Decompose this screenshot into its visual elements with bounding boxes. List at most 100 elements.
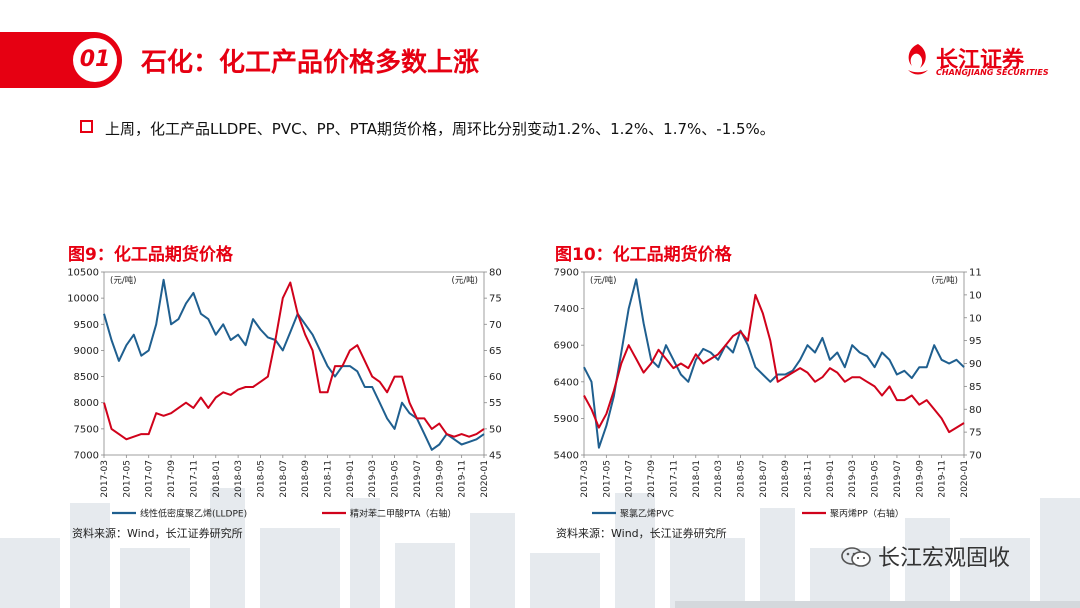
left-axis-tick-label: 6900 [554, 341, 579, 352]
legend-label-1: 聚氯乙烯PVC [620, 508, 674, 520]
x-axis-tick-label: 2018-11 [804, 460, 814, 498]
left-axis-tick-label: 7400 [554, 304, 579, 315]
left-axis-tick-label: 5400 [554, 451, 579, 462]
left-axis-unit: (元/吨) [590, 275, 617, 286]
legend-label-2: 聚丙烯PP（右轴） [830, 508, 904, 520]
figure-10-title: 图10：化工品期货价格 [555, 245, 732, 265]
series-line-1 [583, 278, 965, 449]
x-axis-tick-label: 2017-09 [167, 460, 177, 498]
x-axis-tick-label: 2019-11 [938, 460, 948, 498]
x-axis-tick-label: 2019-11 [458, 460, 468, 498]
x-axis-tick-label: 2017-07 [625, 460, 635, 498]
left-axis-tick-label: 8500 [74, 372, 99, 383]
x-axis-tick-label: 2019-07 [893, 460, 903, 498]
background-cityscape [0, 478, 1080, 608]
right-axis-tick-label: 7000 [969, 451, 982, 462]
x-axis-tick-label: 2020-01 [480, 460, 490, 498]
x-axis-tick-label: 2019-01 [826, 460, 836, 498]
x-axis-tick-label: 2018-03 [714, 460, 724, 498]
page-title: 石化：化工产品价格多数上涨 [141, 48, 480, 78]
right-axis-tick-label: 7000 [489, 320, 502, 331]
x-axis-tick-label: 2017-07 [145, 460, 155, 498]
x-axis-tick-label: 2018-07 [759, 460, 769, 498]
wechat-icon [841, 547, 871, 567]
right-axis-tick-label: 10500 [969, 290, 982, 301]
x-axis-tick-label: 2020-01 [960, 460, 970, 498]
slide-header: 01 石化：化工产品价格多数上涨 长江证券 CHANGJIANG SECURIT… [0, 32, 1080, 88]
summary-text: 上周，化工产品LLDPE、PVC、PP、PTA期货价格，周环比分别变动1.2%、… [105, 120, 775, 138]
right-axis-tick-label: 4500 [489, 451, 502, 462]
x-axis-tick-label: 2018-05 [736, 460, 746, 498]
right-axis-unit: (元/吨) [932, 275, 959, 286]
x-axis-tick-label: 2018-11 [324, 460, 334, 498]
left-axis-tick-label: 8000 [74, 398, 99, 409]
right-axis-tick-label: 8500 [969, 382, 982, 393]
bottom-band [675, 601, 1080, 608]
x-axis-tick-label: 2019-09 [915, 460, 925, 498]
right-axis-tick-label: 7500 [489, 294, 502, 305]
right-axis-tick-label: 6500 [489, 346, 502, 357]
x-axis-tick-label: 2017-11 [669, 460, 679, 498]
logo-mark-icon [908, 44, 928, 75]
x-axis-tick-label: 2018-09 [781, 460, 791, 498]
x-axis-tick-label: 2019-09 [435, 460, 445, 498]
x-axis-tick-label: 2019-03 [368, 460, 378, 498]
x-axis-tick-label: 2017-03 [100, 460, 110, 498]
wechat-watermark: 长江宏观固收 [840, 540, 1010, 572]
right-axis-unit: (元/吨) [452, 275, 479, 286]
left-axis-tick-label: 5900 [554, 414, 579, 425]
right-axis-tick-label: 9000 [969, 359, 982, 370]
figure-10-source: 资料来源：Wind，长江证券研究所 [556, 527, 727, 540]
x-axis-tick-label: 2017-03 [580, 460, 590, 498]
right-axis-tick-label: 5000 [489, 424, 502, 435]
x-axis-tick-label: 2018-01 [692, 460, 702, 498]
legend-label-2: 精对苯二甲酸PTA（右轴） [350, 508, 456, 520]
x-axis-tick-label: 2018-03 [234, 460, 244, 498]
legend-label-1: 线性低密度聚乙烯(LLDPE) [140, 508, 247, 520]
series-line-1 [103, 278, 485, 451]
x-axis-tick-label: 2019-05 [391, 460, 401, 498]
right-axis-tick-label: 10000 [969, 313, 982, 324]
right-axis-tick-label: 8000 [969, 405, 982, 416]
right-axis-tick-label: 5500 [489, 398, 502, 409]
x-axis-tick-label: 2018-09 [301, 460, 311, 498]
x-axis-tick-label: 2017-09 [647, 460, 657, 498]
plot-frame [103, 271, 485, 456]
summary-bullet: 上周，化工产品LLDPE、PVC、PP、PTA期货价格，周环比分别变动1.2%、… [80, 118, 775, 139]
series-line-2 [583, 293, 965, 434]
section-tab: 01 [0, 32, 122, 88]
right-axis-tick-label: 11000 [969, 268, 982, 279]
x-axis-tick-label: 2018-07 [279, 460, 289, 498]
logo-text-cn: 长江证券 [936, 48, 1025, 73]
x-axis-tick-label: 2019-03 [848, 460, 858, 498]
x-axis-tick-label: 2018-01 [212, 460, 222, 498]
left-axis-tick-label: 7000 [74, 451, 99, 462]
figure-9-source: 资料来源：Wind，长江证券研究所 [72, 527, 243, 540]
figure-10-chart: 5400 5900 6400 6900 7400 7900 7000 7500 8000 8500… [542, 262, 1001, 530]
x-axis-tick-label: 2019-01 [346, 460, 356, 498]
figure-9-title: 图9：化工品期货价格 [68, 245, 233, 265]
figure-9-svg: 7000 7500 8000 8500 9000 9500 10000 10500 4500 50… [67, 268, 514, 520]
series-line-2 [103, 281, 485, 441]
bullet-square-icon [80, 120, 93, 133]
figure-9-chart: 7000 7500 8000 8500 9000 9500 10000 10500 4500 50… [62, 262, 514, 530]
left-axis-tick-label: 9000 [74, 346, 99, 357]
company-logo: 长江证券 CHANGJIANG SECURITIES [904, 40, 1049, 80]
logo-text-en: CHANGJIANG SECURITIES [936, 68, 1049, 77]
left-axis-tick-label: 7900 [554, 268, 579, 279]
x-axis-tick-label: 2017-11 [189, 460, 199, 498]
left-axis-tick-label: 7500 [74, 424, 99, 435]
left-axis-tick-label: 10500 [67, 268, 99, 279]
x-axis-tick-label: 2018-05 [256, 460, 266, 498]
left-axis-tick-label: 6400 [554, 377, 579, 388]
left-axis-tick-label: 10000 [67, 294, 99, 305]
left-axis-unit: (元/吨) [110, 275, 137, 286]
figure-10-svg: 5400 5900 6400 6900 7400 7900 7000 7500 8000 8500… [554, 268, 1001, 520]
x-axis-tick-label: 2019-07 [413, 460, 423, 498]
x-axis-tick-label: 2019-05 [871, 460, 881, 498]
x-axis-tick-label: 2017-05 [602, 460, 612, 498]
right-axis-tick-label: 7500 [969, 428, 982, 439]
right-axis-tick-label: 8000 [489, 268, 502, 279]
watermark-text: 长江宏观固收 [878, 546, 1011, 571]
right-axis-tick-label: 9500 [969, 336, 982, 347]
